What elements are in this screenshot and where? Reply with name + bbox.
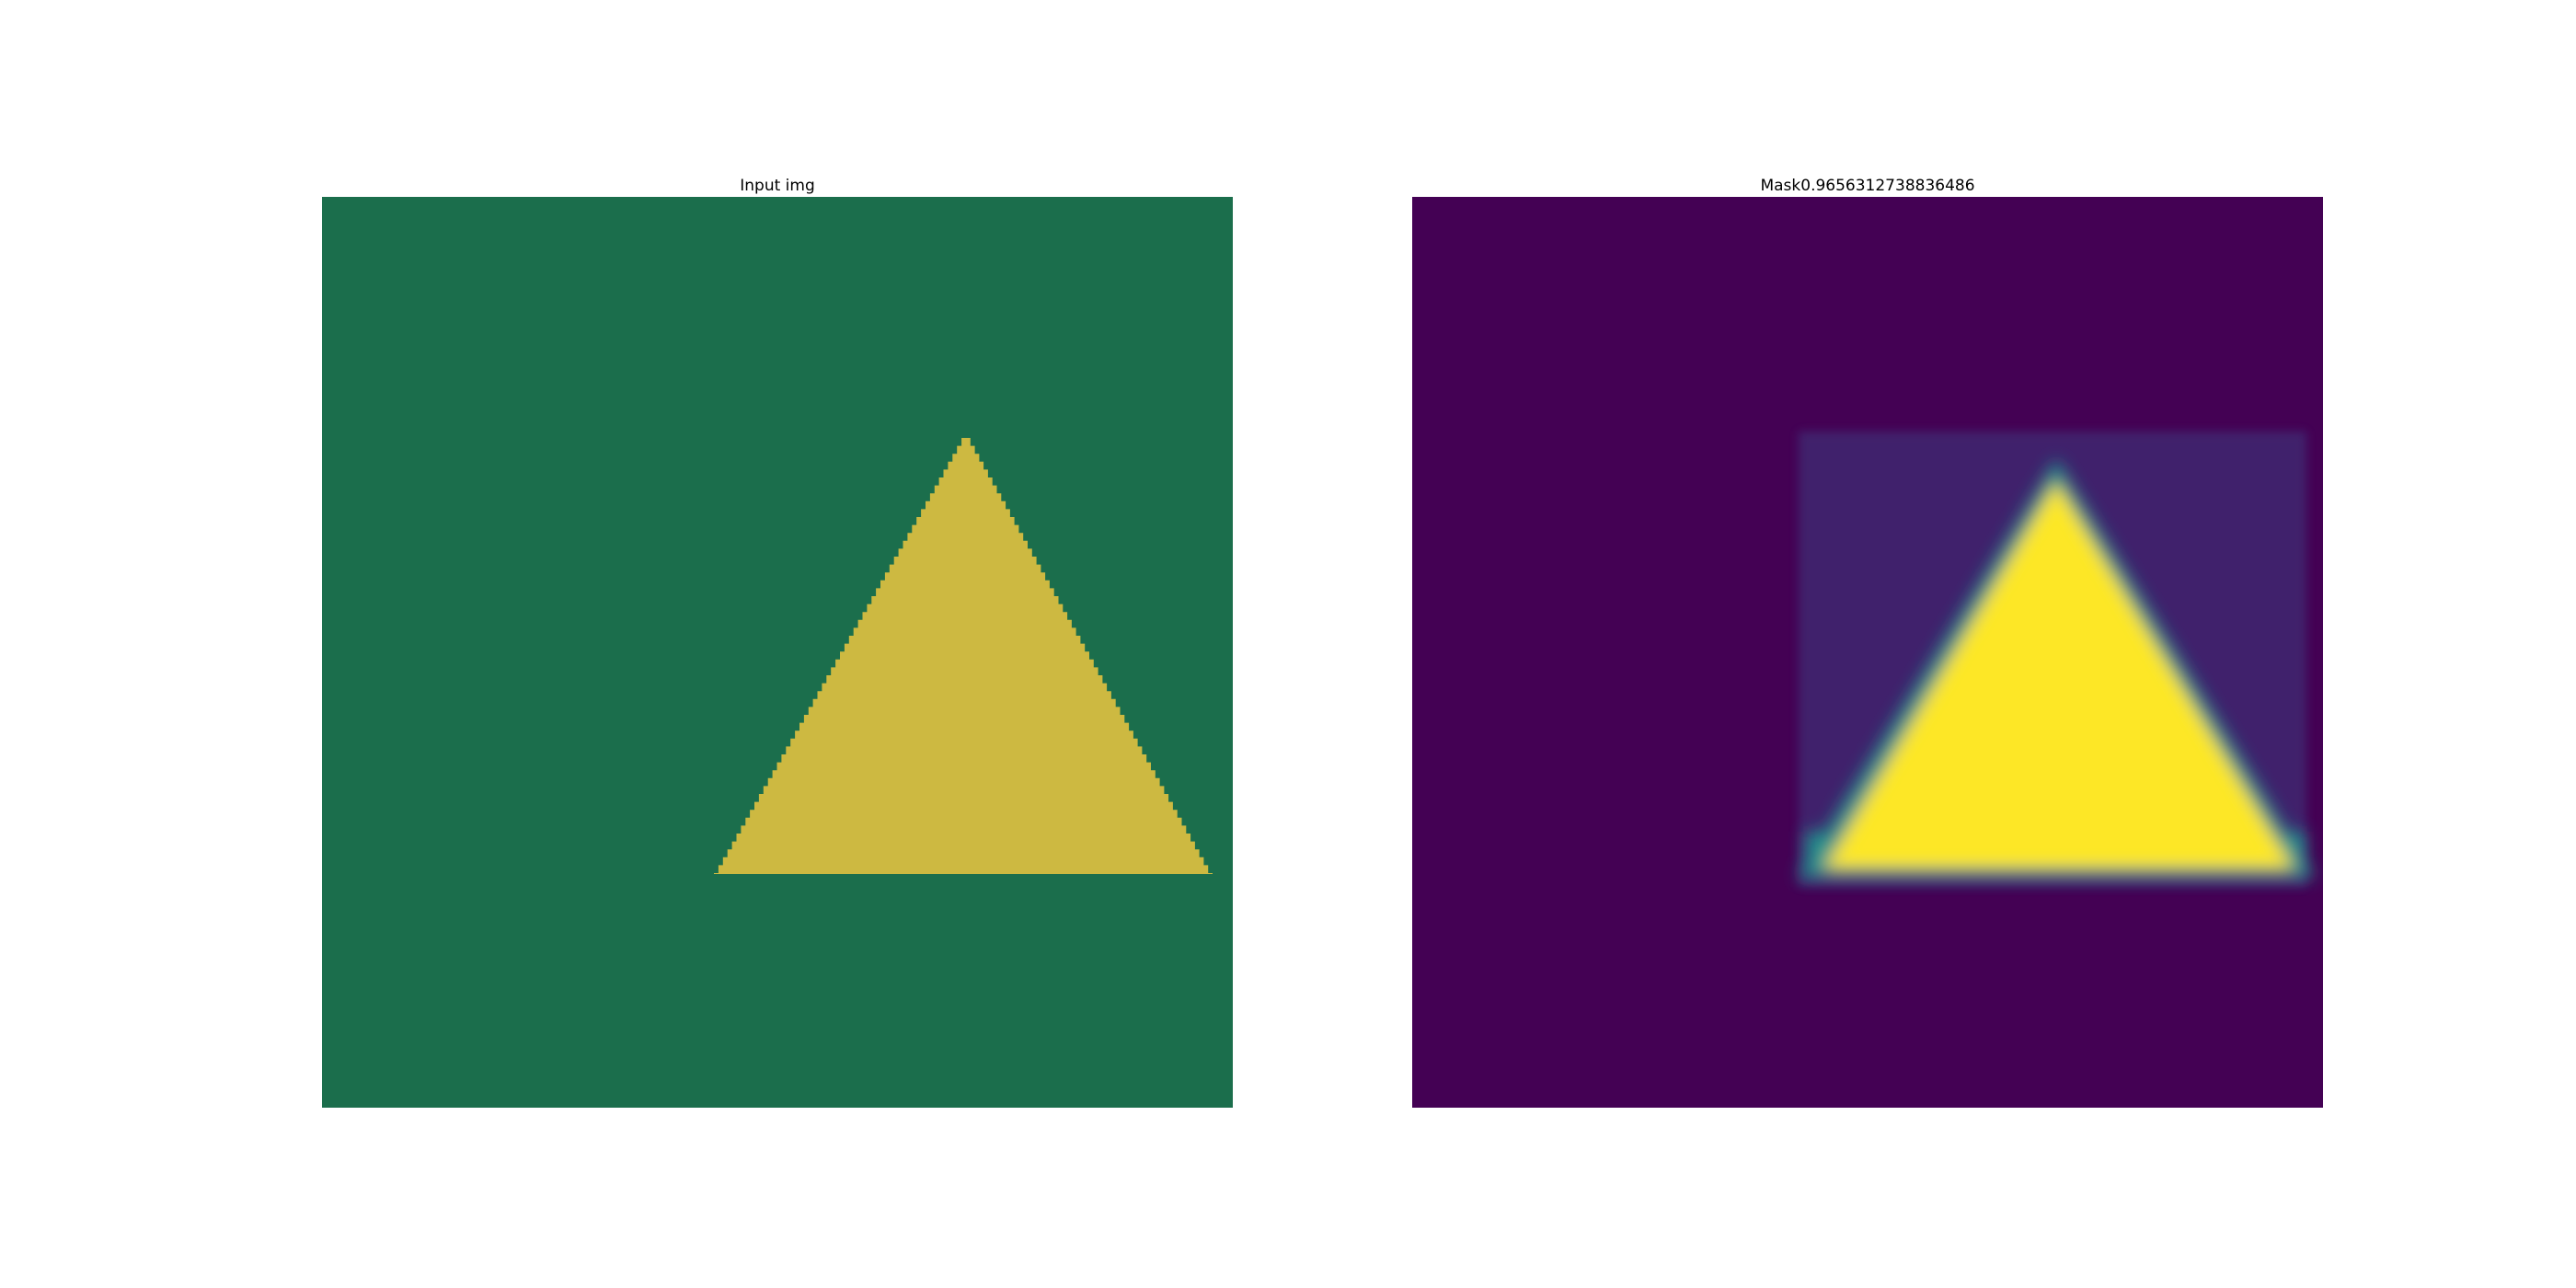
- mask-image-panel: Mask0.9656312738836486: [1412, 175, 2323, 1108]
- input-image-canvas: [322, 197, 1233, 1108]
- mask-triangle: [1824, 482, 2294, 868]
- mask-prediction: [1797, 459, 2316, 878]
- input-image-title: Input img: [740, 177, 815, 195]
- input-image: [322, 197, 1233, 1108]
- input-image-background: [322, 197, 1233, 1108]
- mask-image: [1412, 197, 2323, 1108]
- triangle-shape: [714, 438, 1213, 874]
- mask-image-canvas: [1412, 197, 2323, 1108]
- mask-image-title: Mask0.9656312738836486: [1760, 177, 1975, 195]
- input-image-panel: Input img: [322, 175, 1233, 1108]
